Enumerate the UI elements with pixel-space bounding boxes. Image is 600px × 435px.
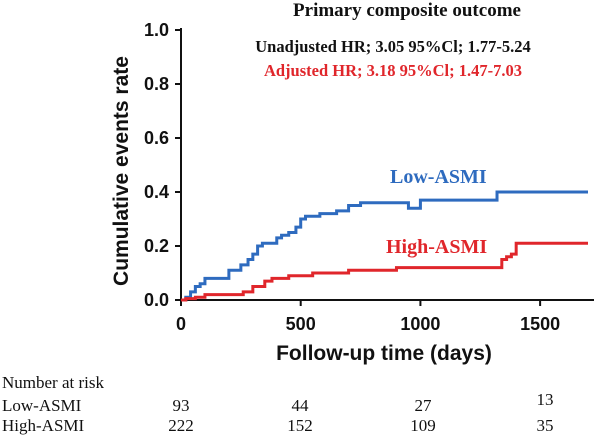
series-line-high-asmi: [181, 241, 588, 302]
y-axis-label: Cumulative events rate: [110, 56, 133, 286]
hr-annotation: Unadjusted HR; 3.05 95%Cl; 1.77-5.24: [255, 37, 530, 56]
axes: [175, 28, 594, 306]
x-tick-label: 0: [176, 314, 186, 334]
risk-value: 44: [292, 396, 310, 415]
chart-title: Primary composite outcome: [293, 0, 521, 21]
risk-value: 13: [537, 390, 554, 409]
risk-value: 35: [537, 416, 554, 435]
y-tick-label: 0.8: [144, 74, 169, 94]
series-line-low-asmi: [181, 190, 588, 302]
risk-value: 27: [415, 396, 433, 415]
series-label: High-ASMI: [386, 236, 487, 258]
y-tick-label: 0.2: [144, 236, 169, 256]
x-tick-label: 1000: [400, 314, 440, 334]
risk-table-heading: Number at risk: [2, 373, 104, 392]
risk-row-label: High-ASMI: [2, 416, 85, 435]
series-label: Low-ASMI: [390, 166, 487, 188]
x-tick-label: 500: [286, 314, 316, 334]
risk-value: 109: [410, 416, 436, 435]
risk-row-label: Low-ASMI: [2, 396, 82, 415]
hr-annotation: Adjusted HR; 3.18 95%Cl; 1.47-7.03: [264, 61, 522, 80]
y-tick-label: 0.4: [144, 182, 169, 202]
x-tick-label: 1500: [520, 314, 560, 334]
y-tick-label: 1.0: [144, 20, 169, 40]
x-axis-label: Follow-up time (days): [276, 342, 492, 365]
y-tick-label: 0.6: [144, 128, 169, 148]
y-tick-label: 0.0: [144, 290, 169, 310]
risk-value: 93: [173, 396, 190, 415]
risk-value: 152: [287, 416, 313, 435]
risk-value: 222: [168, 416, 194, 435]
series-layer: [181, 190, 588, 302]
